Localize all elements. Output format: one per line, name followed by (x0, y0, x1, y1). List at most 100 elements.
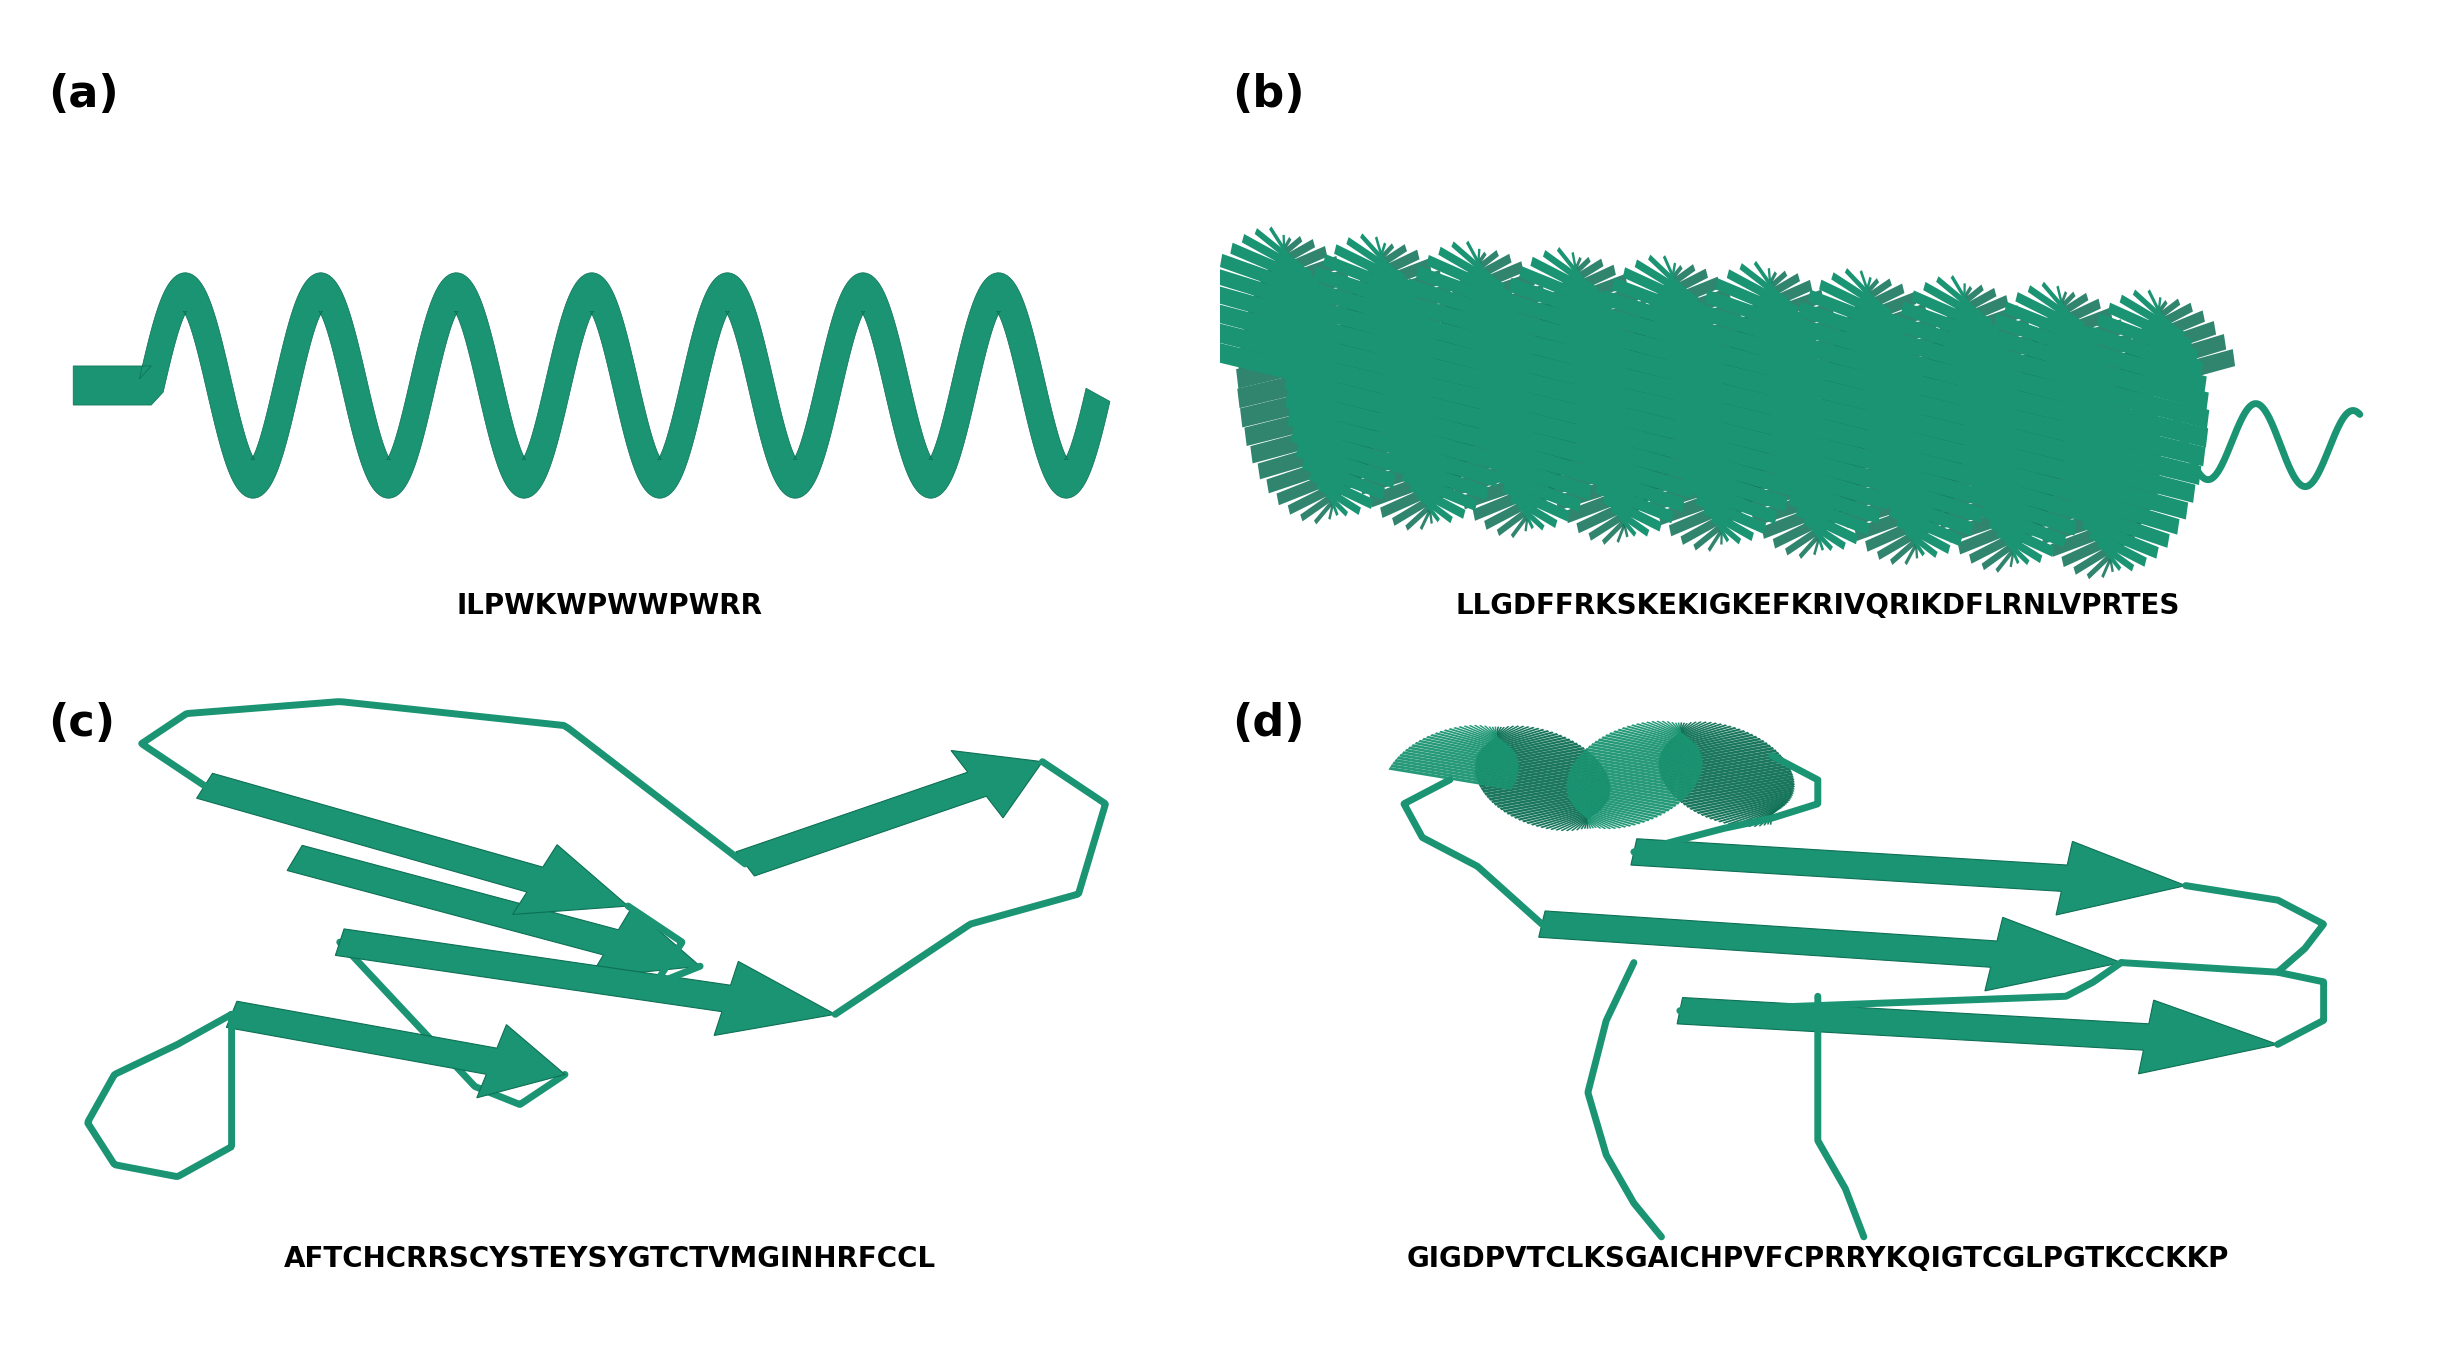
Polygon shape (1823, 406, 1964, 459)
Polygon shape (1503, 481, 1569, 522)
Polygon shape (1664, 256, 1679, 290)
Polygon shape (1240, 299, 1366, 350)
Polygon shape (1688, 480, 1776, 524)
Polygon shape (1708, 797, 1791, 819)
Polygon shape (1476, 757, 1596, 779)
Polygon shape (1584, 339, 1723, 392)
Polygon shape (1288, 409, 1413, 458)
Polygon shape (1340, 283, 1452, 331)
Polygon shape (1820, 387, 1962, 440)
Polygon shape (1820, 350, 1952, 401)
Polygon shape (1828, 317, 1937, 365)
Polygon shape (2147, 290, 2167, 325)
Polygon shape (1881, 492, 1974, 536)
Polygon shape (1486, 437, 1601, 485)
Polygon shape (1330, 499, 1340, 517)
Polygon shape (1369, 459, 1469, 507)
Polygon shape (1274, 236, 1303, 262)
Polygon shape (1366, 245, 1408, 276)
Polygon shape (1981, 528, 2035, 570)
Polygon shape (2069, 375, 2208, 428)
Polygon shape (2025, 320, 2123, 365)
Polygon shape (1820, 368, 1959, 420)
Polygon shape (1767, 816, 1771, 824)
Polygon shape (1562, 813, 1596, 831)
Polygon shape (1659, 752, 1779, 775)
Polygon shape (1964, 283, 1967, 302)
Polygon shape (1696, 791, 1793, 815)
Polygon shape (1476, 734, 1562, 756)
Polygon shape (1452, 242, 1496, 284)
Polygon shape (1535, 805, 1606, 827)
Polygon shape (1671, 772, 1793, 796)
Polygon shape (1571, 801, 1649, 822)
Polygon shape (1659, 476, 1762, 525)
Polygon shape (1493, 726, 1515, 740)
Polygon shape (1474, 755, 1593, 778)
Polygon shape (1642, 444, 1769, 496)
Polygon shape (1535, 409, 1674, 462)
Polygon shape (1674, 372, 1818, 427)
Polygon shape (1527, 351, 1669, 405)
Polygon shape (1676, 429, 1803, 481)
Polygon shape (1266, 239, 1315, 273)
Polygon shape (1662, 729, 1742, 749)
Polygon shape (1667, 764, 1789, 787)
Polygon shape (1435, 299, 1554, 349)
Polygon shape (1501, 291, 1623, 343)
Polygon shape (1803, 517, 1845, 550)
Polygon shape (1813, 529, 1823, 555)
Polygon shape (1796, 506, 1859, 544)
Polygon shape (1798, 519, 1832, 559)
Polygon shape (1630, 409, 1771, 461)
Polygon shape (1545, 273, 1627, 316)
Text: (a): (a) (49, 72, 120, 116)
Polygon shape (1623, 519, 1627, 537)
Polygon shape (1510, 500, 1537, 539)
Polygon shape (1679, 723, 1686, 730)
Polygon shape (1476, 252, 1486, 268)
Text: (d): (d) (1232, 701, 1305, 745)
Polygon shape (1679, 354, 1820, 407)
Polygon shape (1554, 812, 1598, 831)
Polygon shape (1571, 802, 1645, 823)
Polygon shape (1242, 234, 1313, 280)
Polygon shape (1240, 375, 1383, 428)
Polygon shape (1740, 262, 1791, 308)
Polygon shape (73, 273, 1110, 498)
Polygon shape (1496, 727, 1505, 735)
Polygon shape (1576, 377, 1720, 431)
Polygon shape (1383, 347, 1527, 401)
Polygon shape (1674, 723, 1681, 731)
Polygon shape (1335, 317, 1466, 368)
Polygon shape (1557, 247, 1588, 287)
Polygon shape (1462, 461, 1569, 510)
Polygon shape (1488, 454, 1591, 500)
Polygon shape (2133, 290, 2176, 332)
Polygon shape (2098, 540, 2135, 571)
Polygon shape (1418, 492, 1452, 524)
Polygon shape (1876, 515, 1942, 560)
Polygon shape (1862, 278, 1879, 299)
Polygon shape (1335, 354, 1476, 407)
Polygon shape (1913, 539, 1925, 556)
Polygon shape (1696, 303, 1815, 354)
Polygon shape (1728, 316, 1845, 365)
Polygon shape (1869, 402, 2011, 455)
Polygon shape (1496, 727, 1498, 734)
Polygon shape (1488, 726, 1496, 735)
Polygon shape (1618, 513, 1630, 543)
Polygon shape (1415, 742, 1520, 764)
Polygon shape (1674, 775, 1793, 798)
Polygon shape (1664, 726, 1732, 745)
Polygon shape (1484, 729, 1545, 749)
Polygon shape (1588, 745, 1703, 768)
Polygon shape (1286, 390, 1420, 442)
Polygon shape (1825, 425, 1967, 478)
Polygon shape (1659, 738, 1762, 760)
Polygon shape (1659, 735, 1757, 757)
Polygon shape (1679, 781, 1796, 804)
Polygon shape (1754, 812, 1776, 827)
Polygon shape (1488, 726, 1525, 742)
Polygon shape (1784, 332, 1918, 385)
